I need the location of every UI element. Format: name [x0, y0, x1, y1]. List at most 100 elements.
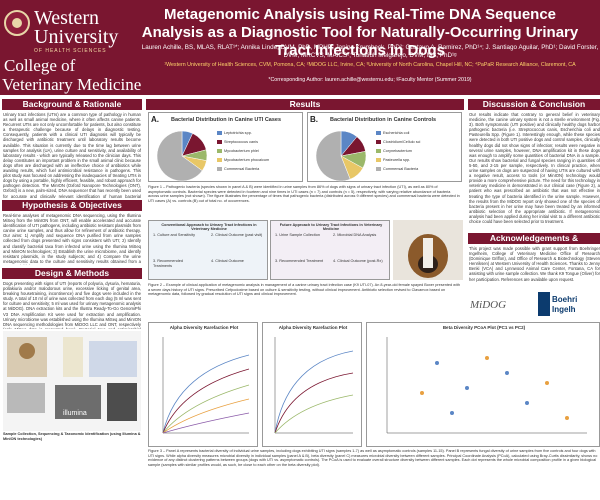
legend-label: Mycobacterium phlei — [224, 149, 259, 153]
alpha-rarefaction-plot-b — [274, 337, 354, 434]
svg-text:Boehri: Boehri — [552, 295, 577, 304]
legend-label: Mycobacterium phocaicum — [224, 158, 270, 162]
discussion-heading: Discussion & Conclusion — [468, 99, 600, 110]
svg-text:MiDOG: MiDOG — [470, 299, 506, 311]
legend-label: Pasteurella spp. — [383, 158, 411, 162]
alpha-rarefaction-plot-a — [162, 337, 250, 434]
legend-swatch — [376, 149, 381, 153]
logo-line-2: University — [34, 26, 119, 48]
legend-item: Commensal Bacteria — [217, 167, 259, 171]
figure3-caption: Figure 3 – Panel A represents bacterial … — [148, 449, 598, 467]
dna-extraction-photo — [7, 383, 45, 413]
future-approach-panel: Future Approach to Urinary Tract Infecti… — [270, 220, 390, 280]
future-approach-title: Future Approach to Urinary Tract Infecti… — [279, 223, 383, 231]
hypothesis-heading: Hypothesis & Objectives — [2, 200, 142, 211]
legend-item: Clostridium/Cellulo sci — [376, 140, 420, 144]
figure1-caption: Figure 1 – Pathogenic bacteria (species … — [148, 185, 460, 203]
alpha-diversity-panel-b: Alpha Diversity Rarefaction Plot — [262, 322, 362, 447]
design-heading: Design & Methods — [2, 268, 142, 279]
pie-chart-a — [156, 130, 208, 182]
legend-item: Escherichia coli — [376, 131, 409, 135]
flow-left-step-3: 3. Recommended Treatments — [153, 259, 183, 268]
hypothesis-text: Real-time analyses of metagenomic DNA se… — [3, 213, 141, 265]
methods-caption: Sample Collection, Sequencing & Taxonomi… — [3, 432, 141, 441]
acknowledgements-text: This project was made possible with gran… — [469, 246, 600, 282]
legend-item: Pasteurella spp. — [376, 158, 410, 162]
panel-a-letter: A. — [151, 115, 159, 124]
svg-text:illumina: illumina — [63, 410, 87, 417]
illumina-sequencer-photo — [55, 385, 101, 419]
alpha-a-title: Alpha Diversity Rarefaction Plot — [169, 325, 239, 330]
beta-diversity-panel: Beta Diversity PCoA Plot (PC1 vs PC2) — [366, 322, 600, 447]
pie-slice — [315, 130, 351, 182]
flow-left-step-1: 1. Culture and Sensitivity — [153, 233, 195, 237]
legend-label: Streptococcus canis — [224, 140, 258, 144]
results-heading: Results — [146, 99, 464, 110]
legend-swatch — [217, 158, 222, 162]
lab-plate-photo — [89, 341, 137, 377]
legend-label: Commensal Bacteria — [224, 167, 260, 171]
legend-item: Mycobacterium phlei — [217, 149, 259, 153]
discussion-text: Our results indicate that contrary to ge… — [469, 112, 600, 224]
beta-title: Beta Diversity PCoA Plot (PC1 vs PC2) — [442, 325, 526, 330]
flow-right-step-4: 4. Clinical Outcome (post-Rx) — [333, 259, 383, 263]
flow-right-step-3: 3. Recommended Treatment — [275, 259, 324, 263]
urine-tube-photo — [63, 337, 83, 377]
legend-item: Corynebacterium — [376, 149, 412, 153]
poster-header: Western University OF HEALTH SCIENCES Co… — [0, 0, 600, 95]
background-heading: Background & Rationale — [2, 99, 142, 110]
legend-swatch — [376, 167, 381, 171]
pie-b-title: Bacterial Distribution in Canine Control… — [330, 117, 437, 123]
pie-slice — [156, 130, 203, 182]
legend-label: Escherichia coli — [383, 131, 410, 135]
background-text: Urinary tract infections (UTIs) are a co… — [3, 112, 141, 198]
beta-pcoa-plot — [386, 337, 587, 434]
legend-item: Streptococcus canis — [217, 140, 258, 144]
logo-line-1: Western — [34, 7, 100, 29]
legend-swatch — [376, 131, 381, 135]
college-line-1: College of — [4, 56, 76, 75]
legend-swatch — [376, 140, 381, 144]
figure2-caption: Figure 2 – Example of clinical applicati… — [148, 283, 460, 297]
midog-logo: MiDOG — [469, 292, 530, 316]
alpha-diversity-panel-a: Alpha Diversity Rarefaction Plot — [148, 322, 258, 447]
legend-item: Commensal Bacteria — [376, 167, 418, 171]
affiliations: ¹Western University of Health Sciences, … — [164, 62, 576, 68]
pie-panel-b: B. Bacterial Distribution in Canine Cont… — [307, 112, 462, 182]
poster-title: Metagenomic Analysis using Real-Time DNA… — [141, 6, 579, 59]
legend-swatch — [217, 167, 222, 171]
design-text: Dogs presenting with signs of UTI (repor… — [3, 281, 141, 329]
legend-swatch — [217, 149, 222, 153]
author-list: Lauren Achille, BS, MLAS, RLAT¹*; Annika… — [141, 44, 599, 59]
legend-label: Clostridium/Cellulo sci — [383, 140, 421, 144]
legend-swatch — [217, 140, 222, 144]
conventional-approach-title: Conventional Approach to Urinary Tract I… — [161, 223, 257, 231]
legend-label: Commensal Bacteria — [383, 167, 419, 171]
flow-right-step-2: 2. Microbial DNA Analysis — [333, 233, 377, 237]
pie-a-title: Bacterial Distribution in Canine UTI Cas… — [171, 117, 282, 123]
legend-swatch — [217, 131, 222, 135]
conventional-approach-panel: Conventional Approach to Urinary Tract I… — [148, 220, 268, 280]
university-seal-icon — [4, 10, 30, 36]
methods-figure: illumina — [3, 331, 141, 431]
legend-swatch — [376, 158, 381, 162]
legend-label: Corynebacterium — [383, 149, 412, 153]
college-line-2: Veterinary Medicine — [2, 75, 142, 94]
flow-left-step-2: 2. Clinical Outcome (past visit) — [211, 233, 263, 237]
pie-chart-b — [315, 130, 367, 182]
alpha-b-title: Alpha Diversity Rarefaction Plot — [278, 325, 348, 330]
minion-device-photo — [107, 383, 137, 421]
legend-label: Leptotrichia spp. — [224, 131, 252, 135]
pie-panel-a: A. Bacterial Distribution in Canine UTI … — [148, 112, 303, 182]
boxer-dog-photo — [393, 220, 463, 280]
panel-b-letter: B. — [310, 115, 318, 124]
flow-left-step-4: 4. Clinical Outcome — [211, 259, 244, 263]
legend-item: Mycobacterium phocaicum — [217, 158, 269, 162]
svg-text:Ingelh: Ingelh — [552, 305, 576, 314]
legend-item: Leptotrichia spp. — [217, 131, 252, 135]
boehringer-logo: Boehri Ingelh — [538, 290, 600, 320]
acknowledgements-heading: Acknowledgements & References — [468, 233, 600, 254]
flow-right-step-1: 1. Urine Sample Collection — [275, 233, 320, 237]
logo-subtitle: OF HEALTH SCIENCES — [34, 48, 107, 54]
correspondence: *Corresponding Author: lauren.achille@we… — [268, 77, 472, 83]
